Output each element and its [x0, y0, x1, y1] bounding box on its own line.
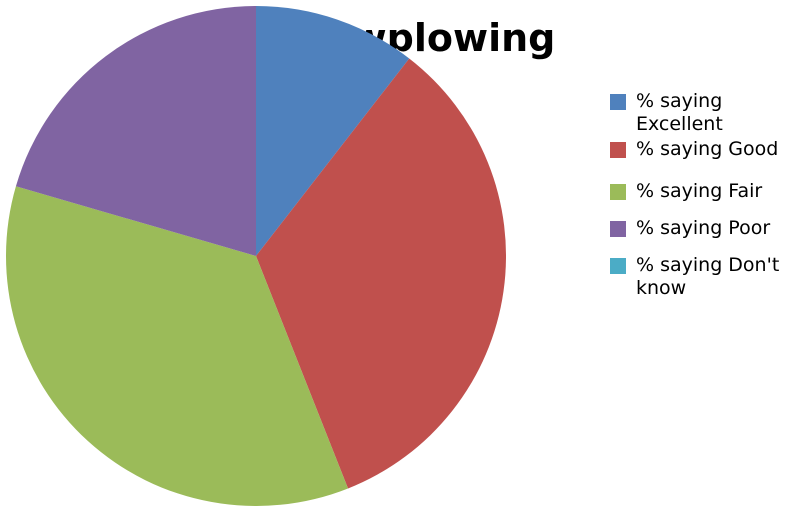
- legend-item-1: % saying Good: [610, 138, 795, 161]
- legend-item-4: % saying Don't know: [610, 254, 795, 300]
- legend-item-2: % saying Fair: [610, 180, 795, 203]
- pie-slice-3: [15, 6, 257, 256]
- legend-label: % saying Excellent: [636, 90, 723, 135]
- legend: % saying Excellent% saying Good % saying …: [610, 90, 795, 300]
- legend-swatch-icon: [610, 141, 626, 158]
- legend-label: % saying Don't know: [636, 253, 780, 299]
- legend-label: % saying Good: [636, 137, 779, 160]
- legend-swatch-icon: [610, 184, 626, 201]
- legend-swatch-icon: [610, 257, 626, 274]
- legend-label: % saying Fair: [636, 180, 763, 203]
- legend-swatch-icon: [610, 221, 626, 238]
- legend-swatch-icon: [610, 94, 626, 110]
- pie-slice-1: [256, 58, 507, 489]
- pie-slice-0: [256, 6, 410, 256]
- legend-item-3: % saying Poor: [610, 217, 795, 240]
- pie-slice-2: [5, 186, 349, 506]
- legend-label: % saying Poor: [636, 217, 771, 240]
- pie-slices: [5, 6, 507, 506]
- legend-item-0: % saying Excellent: [610, 90, 795, 136]
